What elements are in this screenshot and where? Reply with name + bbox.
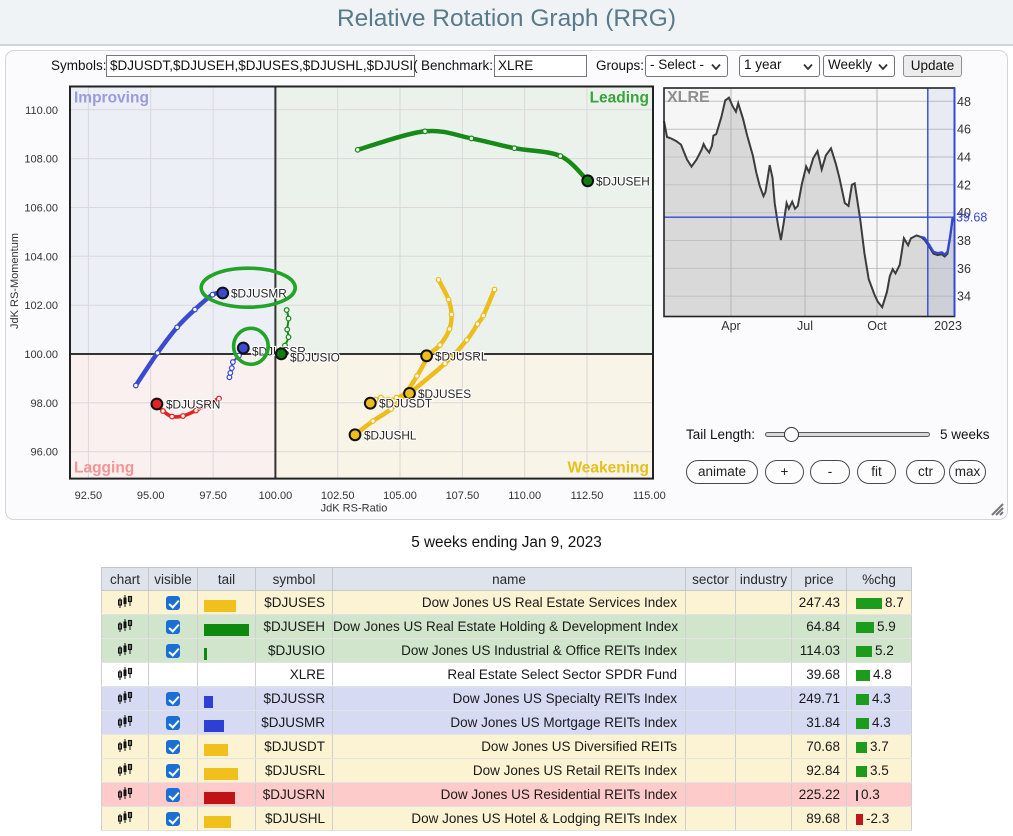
svg-text:$DJUSIO: $DJUSIO bbox=[290, 351, 340, 365]
svg-text:108.00: 108.00 bbox=[24, 154, 58, 166]
svg-text:Weakening: Weakening bbox=[567, 460, 649, 477]
svg-text:104.00: 104.00 bbox=[24, 251, 58, 263]
svg-text:92.50: 92.50 bbox=[75, 490, 103, 502]
svg-text:106.00: 106.00 bbox=[24, 203, 58, 215]
svg-text:36: 36 bbox=[957, 262, 971, 276]
svg-text:$DJUSEH: $DJUSEH bbox=[596, 175, 650, 189]
svg-text:Improving: Improving bbox=[74, 90, 149, 107]
svg-text:39.68: 39.68 bbox=[956, 211, 987, 225]
svg-text:2023: 2023 bbox=[934, 319, 962, 333]
svg-text:Apr: Apr bbox=[721, 319, 740, 333]
svg-text:$DJUSHL: $DJUSHL bbox=[364, 429, 417, 443]
svg-text:100.00: 100.00 bbox=[24, 349, 58, 361]
svg-text:102.50: 102.50 bbox=[321, 490, 355, 502]
svg-text:96.00: 96.00 bbox=[30, 447, 58, 459]
svg-text:Oct: Oct bbox=[867, 319, 887, 333]
svg-text:48: 48 bbox=[957, 95, 971, 109]
svg-text:$DJUSRN: $DJUSRN bbox=[166, 398, 220, 412]
svg-text:Leading: Leading bbox=[590, 90, 649, 107]
svg-text:95.00: 95.00 bbox=[137, 490, 165, 502]
svg-text:Lagging: Lagging bbox=[74, 460, 134, 477]
svg-text:$DJUSMR: $DJUSMR bbox=[231, 287, 287, 301]
svg-text:XLRE: XLRE bbox=[667, 89, 710, 106]
svg-text:$DJUSES: $DJUSES bbox=[418, 387, 471, 401]
svg-text:42: 42 bbox=[957, 178, 971, 192]
svg-text:107.50: 107.50 bbox=[446, 490, 480, 502]
svg-text:JdK RS-Momentum: JdK RS-Momentum bbox=[9, 233, 21, 329]
svg-text:$DJUSRL: $DJUSRL bbox=[435, 350, 488, 364]
svg-text:105.00: 105.00 bbox=[383, 490, 417, 502]
svg-text:$DJUSDT: $DJUSDT bbox=[379, 397, 432, 411]
svg-text:102.00: 102.00 bbox=[24, 300, 58, 312]
svg-text:JdK RS-Ratio: JdK RS-Ratio bbox=[321, 503, 388, 515]
svg-text:34: 34 bbox=[957, 290, 971, 304]
svg-text:44: 44 bbox=[957, 151, 971, 165]
svg-text:Jul: Jul bbox=[797, 319, 813, 333]
svg-text:40: 40 bbox=[957, 206, 971, 220]
svg-text:97.50: 97.50 bbox=[199, 490, 227, 502]
svg-text:115.00: 115.00 bbox=[633, 490, 666, 502]
svg-text:100.00: 100.00 bbox=[259, 490, 293, 502]
svg-text:112.50: 112.50 bbox=[571, 490, 604, 502]
svg-text:46: 46 bbox=[957, 123, 971, 137]
svg-text:110.00: 110.00 bbox=[508, 490, 541, 502]
svg-text:98.00: 98.00 bbox=[30, 398, 58, 410]
svg-text:38: 38 bbox=[957, 234, 971, 248]
svg-text:110.00: 110.00 bbox=[25, 105, 58, 117]
